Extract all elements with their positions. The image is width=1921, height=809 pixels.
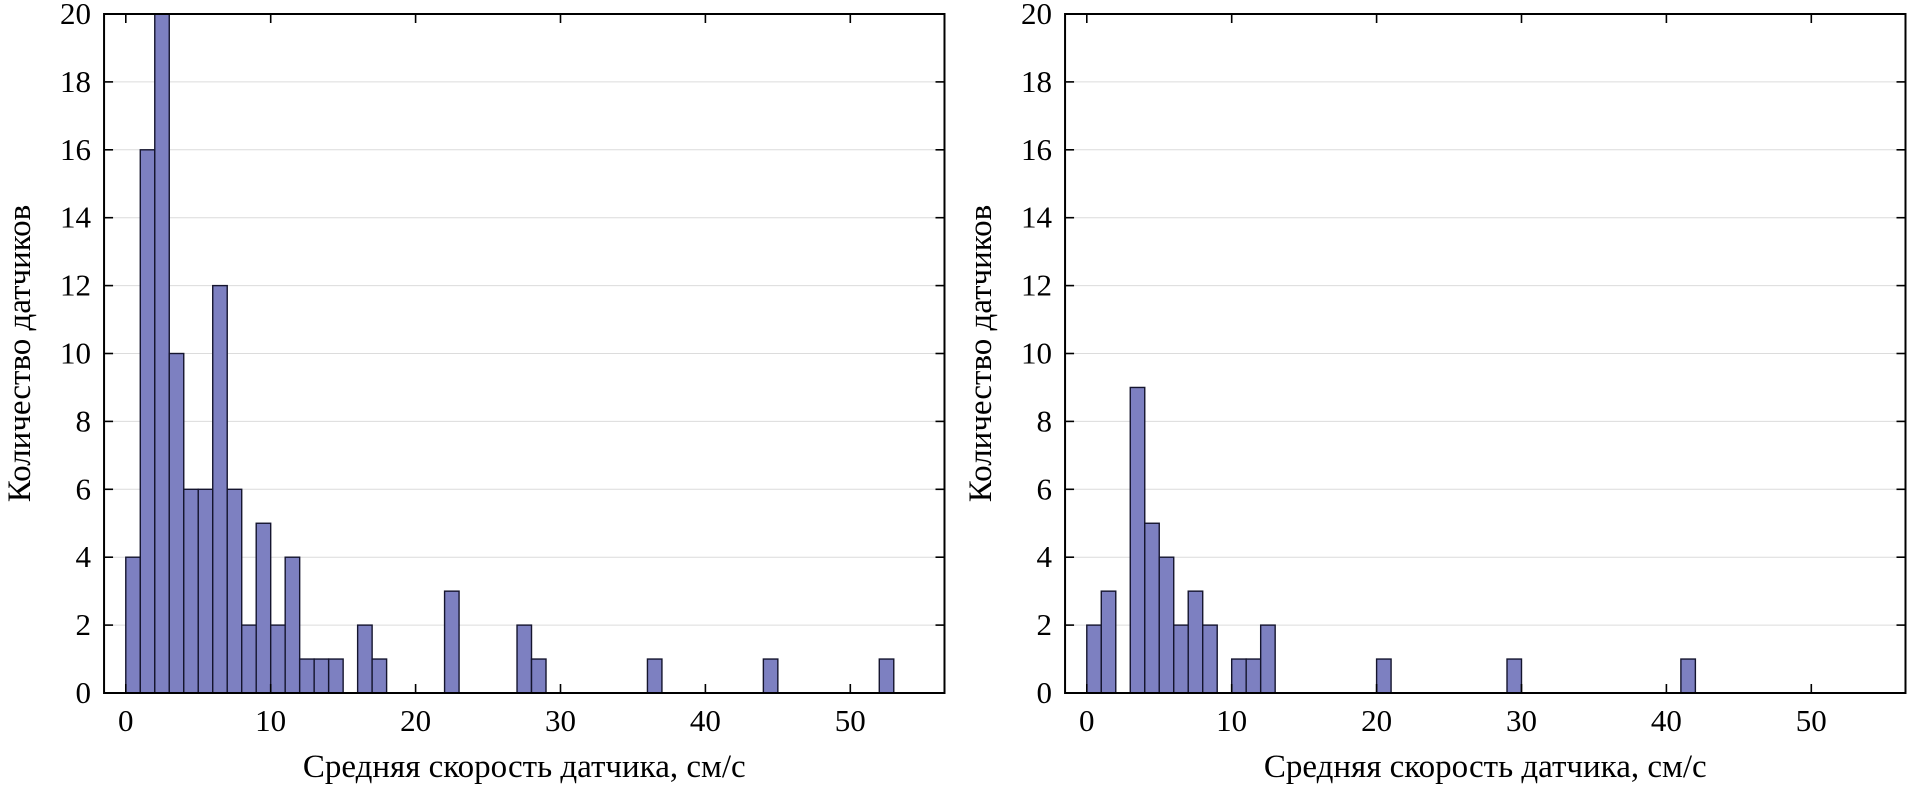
x-tick-label: 0 [1079, 703, 1095, 738]
y-tick-label: 10 [1021, 336, 1052, 371]
histogram-bar [197, 488, 214, 694]
x-tick-label: 20 [1361, 703, 1392, 738]
histogram-bar [1244, 658, 1261, 694]
histogram-bar [313, 658, 330, 694]
y-tick-label: 4 [76, 539, 92, 574]
histogram-bar [226, 488, 243, 694]
right-histogram: 0 10 20 30 40 50 0 2 4 6 8 10 12 14 16 18 20 Средняя скор… [963, 0, 1906, 785]
histogram-bar [356, 624, 373, 694]
histogram-bar [269, 624, 286, 694]
histogram-bar [212, 284, 228, 694]
x-tick-label: 30 [1505, 703, 1536, 738]
histogram-bar [1187, 590, 1203, 694]
histogram-bar [183, 488, 199, 694]
y-tick-label: 10 [60, 336, 91, 371]
histogram-bar [371, 658, 388, 694]
histogram-bar [327, 658, 344, 694]
histogram-bar [646, 658, 663, 694]
y-tick-label: 12 [1021, 268, 1052, 303]
histogram-bar [255, 522, 272, 694]
y-tick-label: 20 [60, 0, 91, 31]
y-tick-label: 20 [1021, 0, 1052, 31]
histogram-bar [154, 13, 170, 694]
histogram-panel-right: 0 10 20 30 40 50 0 2 4 6 8 10 12 14 16 18 20 Средняя скор… [961, 0, 1921, 809]
histogram-bar [443, 590, 460, 694]
y-tick-label: 18 [1021, 64, 1052, 99]
histogram-bar [1230, 658, 1247, 694]
x-tick-label: 30 [545, 703, 576, 738]
x-axis-label: Средняя скорость датчика, см/с [1263, 749, 1706, 785]
x-tick-label: 0 [118, 703, 134, 738]
x-tick-label: 40 [690, 703, 721, 738]
y-tick-label: 0 [1036, 675, 1052, 710]
y-tick-label: 12 [60, 268, 91, 303]
histogram-bar [530, 658, 547, 694]
histogram-bar [284, 556, 301, 694]
histogram-bar [125, 556, 141, 694]
y-axis-label: Количество датчиков [2, 205, 38, 502]
histogram-bar [1679, 658, 1696, 694]
x-tick-label: 40 [1650, 703, 1681, 738]
histogram-bar [762, 658, 779, 694]
histogram-bar [1259, 624, 1276, 694]
left-histogram: 0 10 20 30 40 50 0 2 4 6 8 10 12 14 16 18 20 Средняя скор… [2, 0, 946, 785]
histogram-bar [1201, 624, 1218, 694]
y-axis-label: Количество датчиков [963, 205, 999, 502]
histogram-bar [139, 149, 156, 694]
histogram-bar [1375, 658, 1392, 694]
histogram-bar [516, 624, 533, 694]
y-tick-label: 18 [60, 64, 91, 99]
y-tick-label: 16 [60, 132, 91, 167]
histogram-bar [1100, 590, 1116, 694]
y-tick-label: 0 [76, 675, 92, 710]
y-tick-label: 2 [1036, 607, 1052, 642]
x-axis-label: Средняя скорость датчика, см/с [303, 749, 746, 785]
histogram-bar [1143, 522, 1160, 694]
histogram-panel-left: 0 10 20 30 40 50 0 2 4 6 8 10 12 14 16 18 20 Средняя скор… [2, 0, 946, 785]
y-tick-label: 2 [76, 607, 92, 642]
y-tick-label: 14 [60, 200, 92, 235]
y-tick-label: 8 [1036, 403, 1052, 438]
histogram-bar [241, 624, 257, 694]
y-tick-label: 14 [1021, 200, 1053, 235]
histogram-bar [1129, 386, 1145, 694]
x-tick-label: 50 [1795, 703, 1826, 738]
histogram-bar [1172, 624, 1189, 694]
y-tick-label: 6 [76, 471, 92, 506]
histogram-bar [1085, 624, 1102, 694]
histogram-bar [1505, 658, 1522, 694]
histogram-bar [878, 658, 895, 694]
y-tick-label: 4 [1036, 539, 1052, 574]
x-tick-label: 20 [400, 703, 431, 738]
histogram-bar [1158, 556, 1174, 694]
histogram-bar [168, 352, 185, 694]
y-tick-label: 8 [76, 403, 92, 438]
y-tick-label: 16 [1021, 132, 1052, 167]
x-tick-label: 10 [255, 703, 286, 738]
x-tick-label: 10 [1216, 703, 1247, 738]
y-tick-label: 6 [1036, 471, 1052, 506]
histogram-bar [298, 658, 315, 694]
x-tick-label: 50 [835, 703, 866, 738]
